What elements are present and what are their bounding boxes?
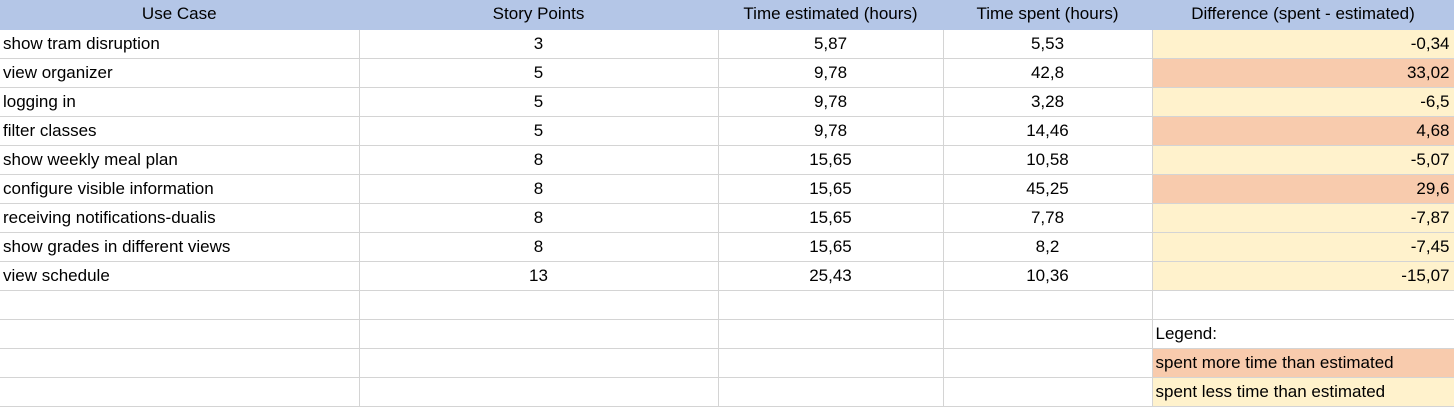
table-row: logging in 5 9,78 3,28 -6,5 (0, 87, 1454, 117)
difference-cell[interactable]: -7,87 (1152, 203, 1454, 233)
cell[interactable] (718, 377, 944, 407)
table-row: configure visible information 8 15,65 45,25… (0, 174, 1454, 204)
story-points-cell[interactable]: 8 (359, 174, 719, 204)
story-points-cell[interactable]: 8 (359, 203, 719, 233)
legend-area: Legend: spent more time than estimated s… (0, 290, 1454, 407)
header-story-points[interactable]: Story Points (359, 0, 719, 30)
cell[interactable] (359, 319, 719, 349)
time-spent-cell[interactable]: 10,58 (943, 145, 1153, 175)
time-estimated-cell[interactable]: 25,43 (718, 261, 944, 291)
story-points-cell[interactable]: 3 (359, 29, 719, 59)
use-case-cell[interactable]: view schedule (0, 261, 360, 291)
table-row: view schedule 13 25,43 10,36 -15,07 (0, 261, 1454, 291)
use-case-cell[interactable]: show weekly meal plan (0, 145, 360, 175)
time-estimated-cell[interactable]: 15,65 (718, 145, 944, 175)
time-spent-cell[interactable]: 14,46 (943, 116, 1153, 146)
cell[interactable] (359, 348, 719, 378)
cell[interactable] (718, 348, 944, 378)
time-spent-cell[interactable]: 7,78 (943, 203, 1153, 233)
story-points-cell[interactable]: 5 (359, 58, 719, 88)
legend-over-label[interactable]: spent more time than estimated (1152, 348, 1454, 378)
use-case-cell[interactable]: configure visible information (0, 174, 360, 204)
cell[interactable] (718, 319, 944, 349)
table-row: view organizer 5 9,78 42,8 33,02 (0, 58, 1454, 88)
header-time-spent[interactable]: Time spent (hours) (943, 0, 1153, 30)
time-estimated-cell[interactable]: 15,65 (718, 203, 944, 233)
cell[interactable] (0, 348, 360, 378)
cell[interactable] (943, 290, 1153, 320)
table-row: show tram disruption 3 5,87 5,53 -0,34 (0, 29, 1454, 59)
legend-under-row: spent less time than estimated (0, 377, 1454, 407)
use-case-cell[interactable]: logging in (0, 87, 360, 117)
legend-title-row: Legend: (0, 319, 1454, 349)
time-spent-cell[interactable]: 5,53 (943, 29, 1153, 59)
story-points-cell[interactable]: 8 (359, 145, 719, 175)
time-spent-cell[interactable]: 8,2 (943, 232, 1153, 262)
header-difference[interactable]: Difference (spent - estimated) (1152, 0, 1454, 30)
story-points-cell[interactable]: 5 (359, 116, 719, 146)
table-body: show tram disruption 3 5,87 5,53 -0,34 view o… (0, 29, 1454, 291)
cell[interactable] (1152, 290, 1454, 320)
legend-over-row: spent more time than estimated (0, 348, 1454, 378)
difference-cell[interactable]: 29,6 (1152, 174, 1454, 204)
story-points-cell[interactable]: 5 (359, 87, 719, 117)
use-case-cell[interactable]: show tram disruption (0, 29, 360, 59)
time-spent-cell[interactable]: 3,28 (943, 87, 1153, 117)
use-case-cell[interactable]: filter classes (0, 116, 360, 146)
story-points-cell[interactable]: 8 (359, 232, 719, 262)
table-row: filter classes 5 9,78 14,46 4,68 (0, 116, 1454, 146)
cell[interactable] (943, 377, 1153, 407)
time-estimated-cell[interactable]: 15,65 (718, 174, 944, 204)
difference-cell[interactable]: -15,07 (1152, 261, 1454, 291)
cell[interactable] (943, 319, 1153, 349)
cell[interactable] (0, 319, 360, 349)
time-estimated-cell[interactable]: 5,87 (718, 29, 944, 59)
difference-cell[interactable]: -0,34 (1152, 29, 1454, 59)
use-case-cell[interactable]: show grades in different views (0, 232, 360, 262)
time-spent-cell[interactable]: 42,8 (943, 58, 1153, 88)
header-time-estimated[interactable]: Time estimated (hours) (718, 0, 944, 30)
cell[interactable] (943, 348, 1153, 378)
use-case-cell[interactable]: receiving notifications-dualis (0, 203, 360, 233)
cell[interactable] (0, 377, 360, 407)
difference-cell[interactable]: -7,45 (1152, 232, 1454, 262)
cell[interactable] (359, 377, 719, 407)
header-use-case[interactable]: Use Case (0, 0, 360, 30)
time-spent-cell[interactable]: 10,36 (943, 261, 1153, 291)
table-row: receiving notifications-dualis 8 15,65 7,78… (0, 203, 1454, 233)
time-estimated-cell[interactable]: 15,65 (718, 232, 944, 262)
story-points-cell[interactable]: 13 (359, 261, 719, 291)
difference-cell[interactable]: 4,68 (1152, 116, 1454, 146)
cell[interactable] (718, 290, 944, 320)
difference-cell[interactable]: -5,07 (1152, 145, 1454, 175)
cell[interactable] (359, 290, 719, 320)
cell[interactable] (0, 290, 360, 320)
use-case-cell[interactable]: view organizer (0, 58, 360, 88)
time-estimated-cell[interactable]: 9,78 (718, 87, 944, 117)
legend-title[interactable]: Legend: (1152, 319, 1454, 349)
time-spent-cell[interactable]: 45,25 (943, 174, 1153, 204)
legend-under-label[interactable]: spent less time than estimated (1152, 377, 1454, 407)
empty-row (0, 290, 1454, 320)
header-row: Use Case Story Points Time estimated (ho… (0, 0, 1454, 30)
time-estimated-cell[interactable]: 9,78 (718, 58, 944, 88)
difference-cell[interactable]: -6,5 (1152, 87, 1454, 117)
table-row: show grades in different views 8 15,65 8,2-… (0, 232, 1454, 262)
difference-cell[interactable]: 33,02 (1152, 58, 1454, 88)
time-estimated-cell[interactable]: 9,78 (718, 116, 944, 146)
table-row: show weekly meal plan 8 15,65 10,58 -5,07 (0, 145, 1454, 175)
